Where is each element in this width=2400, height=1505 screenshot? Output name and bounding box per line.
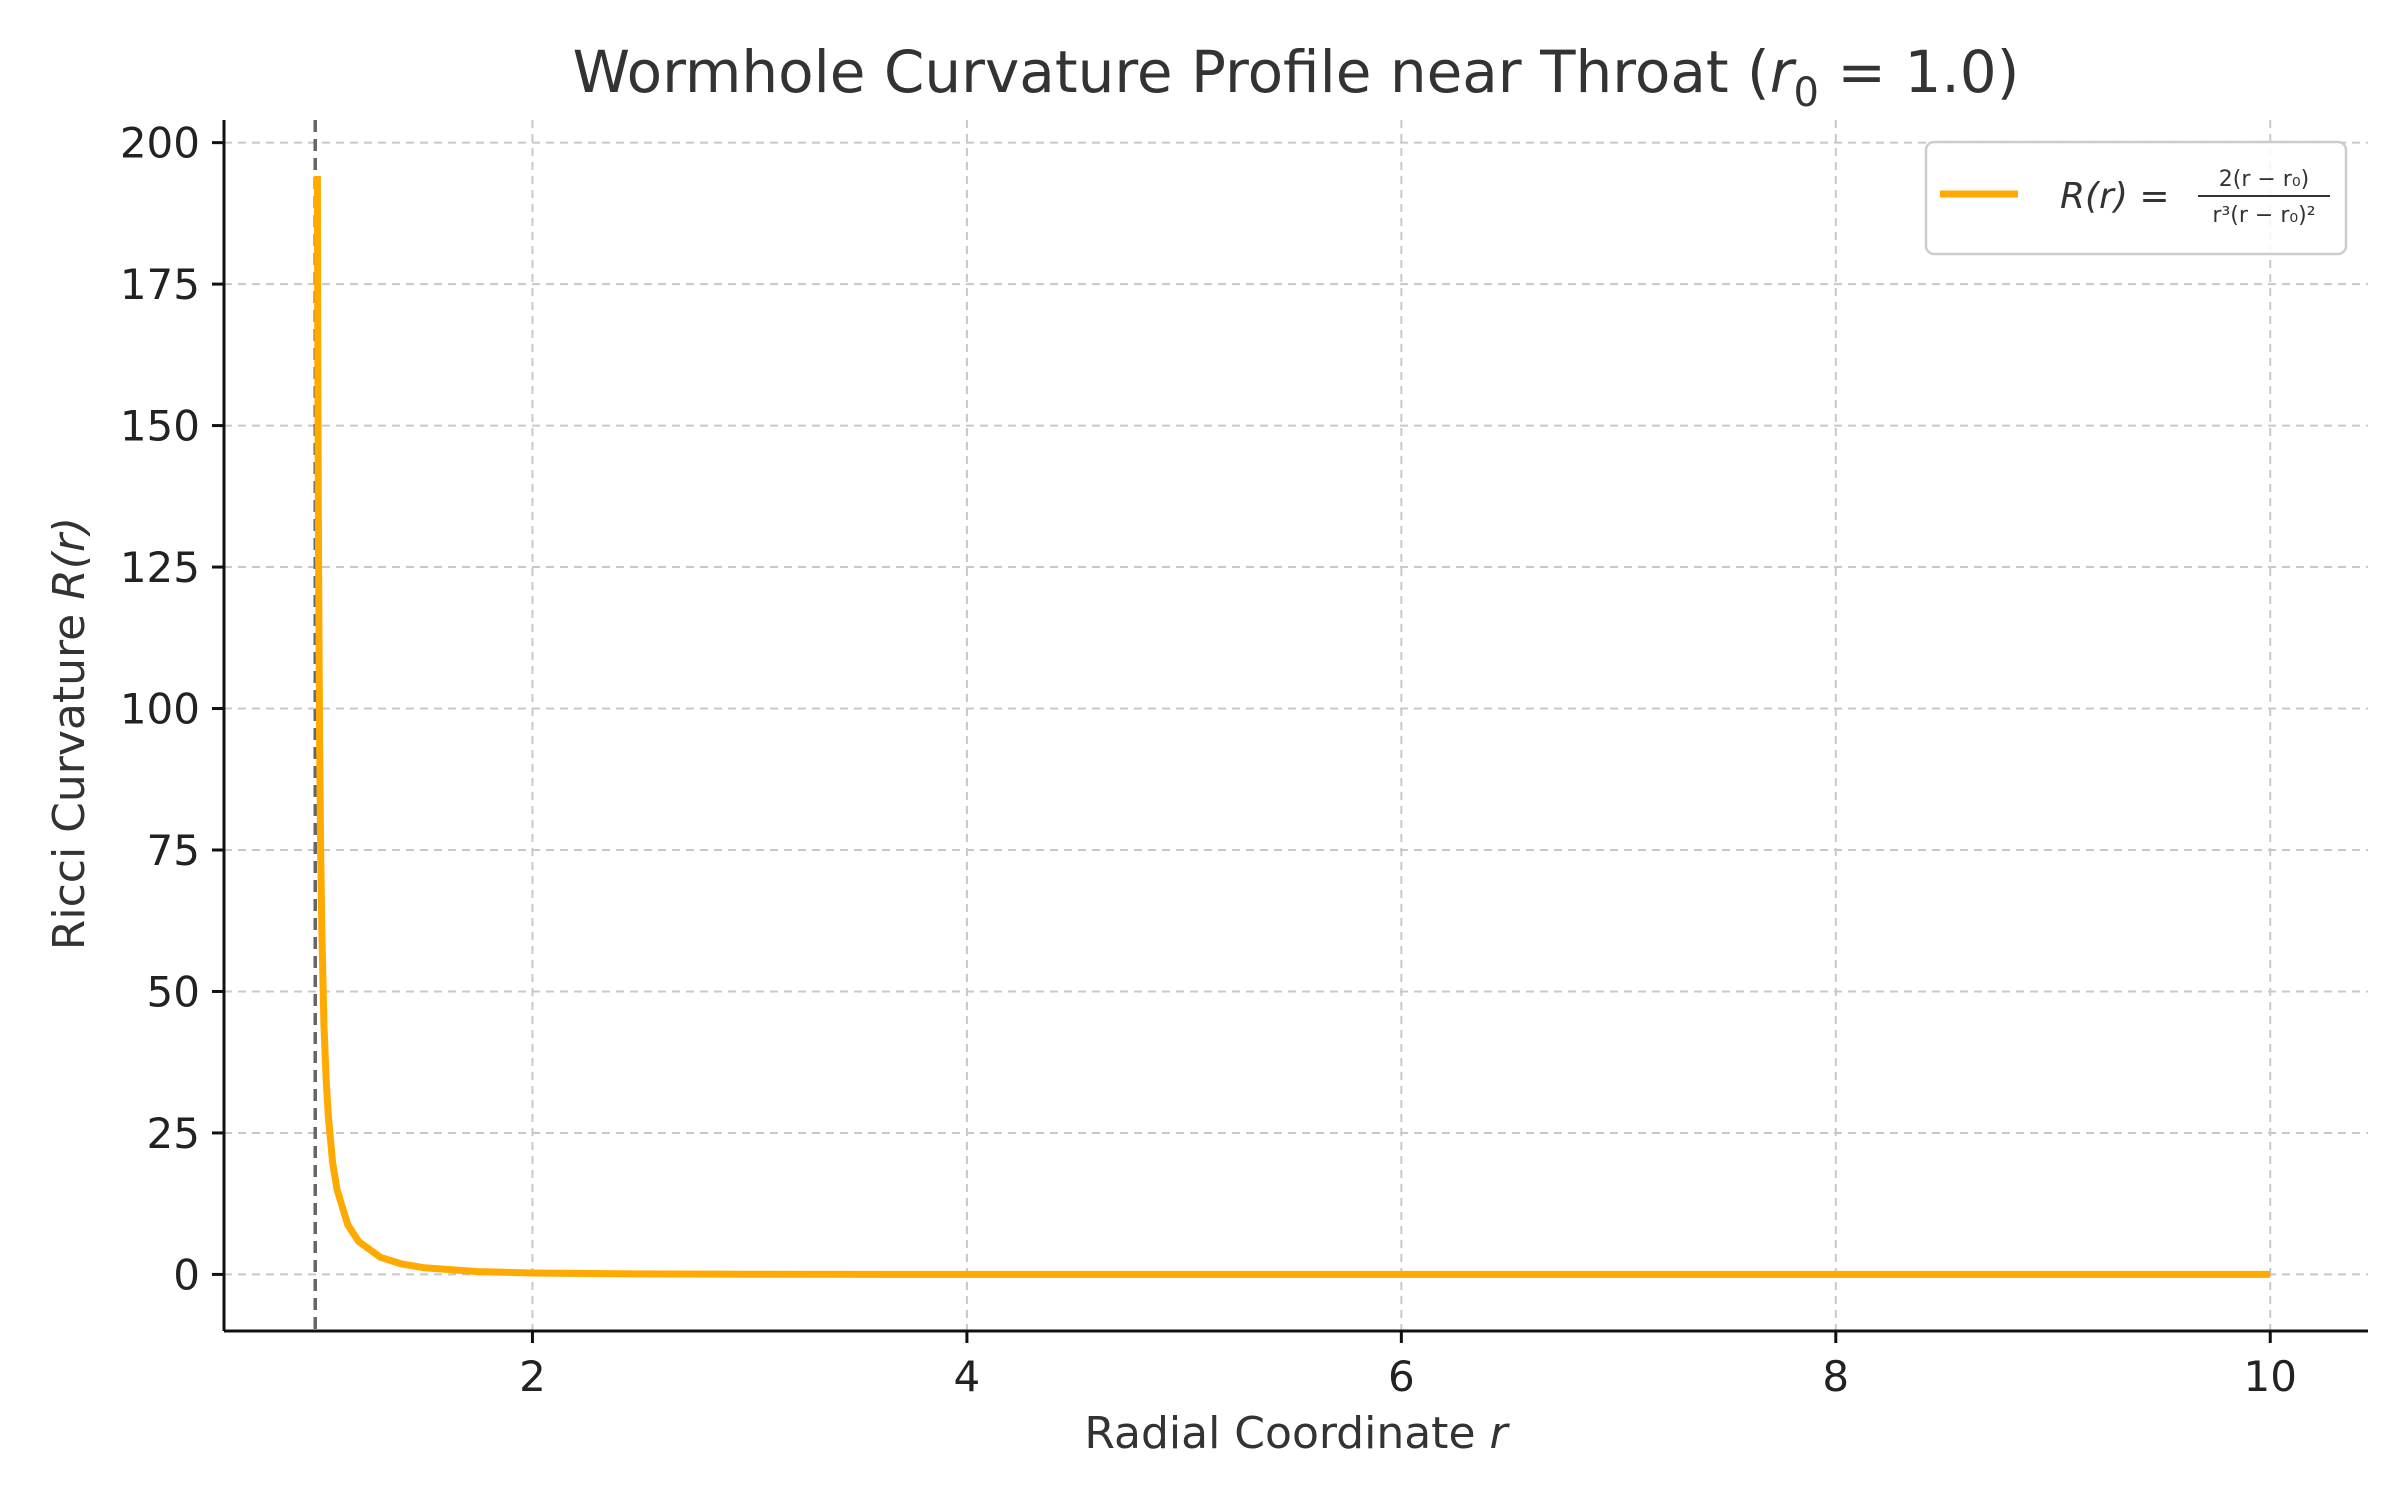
chart-title: Wormhole Curvature Profile near Throat (… — [573, 38, 2020, 116]
legend-formula-numerator: 2(r − r₀) — [2219, 167, 2310, 192]
grid — [224, 120, 2368, 1331]
legend: R(r) = 2(r − r₀) r³(r − r₀)² — [1924, 140, 2348, 256]
y-tick-label: 175 — [120, 260, 200, 309]
title-prefix: Wormhole Curvature Profile near Throat ( — [573, 38, 1770, 106]
series-layer — [313, 175, 2271, 1278]
x-tick-label: 8 — [1822, 1352, 1849, 1401]
y-tick-label: 0 — [173, 1250, 200, 1299]
series-line — [313, 175, 2271, 1278]
x-tick-label: 10 — [2244, 1352, 2297, 1401]
x-axis-label-var: r — [1490, 1408, 1511, 1459]
x-tick-label: 4 — [954, 1352, 981, 1401]
y-axis-label: Ricci Curvature R(r) — [44, 517, 95, 950]
title-var: r — [1770, 38, 1797, 106]
y-axis-label-var: R(r) — [44, 517, 95, 600]
x-tick-label: 2 — [519, 1352, 546, 1401]
title-suffix: = 1.0) — [1819, 38, 2019, 106]
legend-formula-lhs: R(r) = — [2060, 176, 2170, 217]
text-layer: Wormhole Curvature Profile near Throat (… — [44, 38, 2019, 1459]
x-axis-label-text: Radial Coordinate — [1084, 1408, 1489, 1459]
legend-box — [1924, 140, 2348, 256]
y-tick-label: 25 — [147, 1109, 200, 1158]
title-subscript: 0 — [1794, 70, 1819, 116]
y-tick-label: 75 — [147, 826, 200, 875]
y-tick-label: 125 — [120, 543, 200, 592]
y-tick-label: 100 — [120, 685, 200, 734]
x-tick-label: 6 — [1388, 1352, 1415, 1401]
y-tick-label: 200 — [120, 119, 200, 168]
y-axis-label-text: Ricci Curvature — [44, 600, 95, 950]
x-axis-label: Radial Coordinate r — [1084, 1408, 1510, 1459]
y-tick-label: 50 — [147, 967, 200, 1016]
legend-formula-denominator: r³(r − r₀)² — [2212, 203, 2315, 228]
y-tick-label: 150 — [120, 402, 200, 451]
